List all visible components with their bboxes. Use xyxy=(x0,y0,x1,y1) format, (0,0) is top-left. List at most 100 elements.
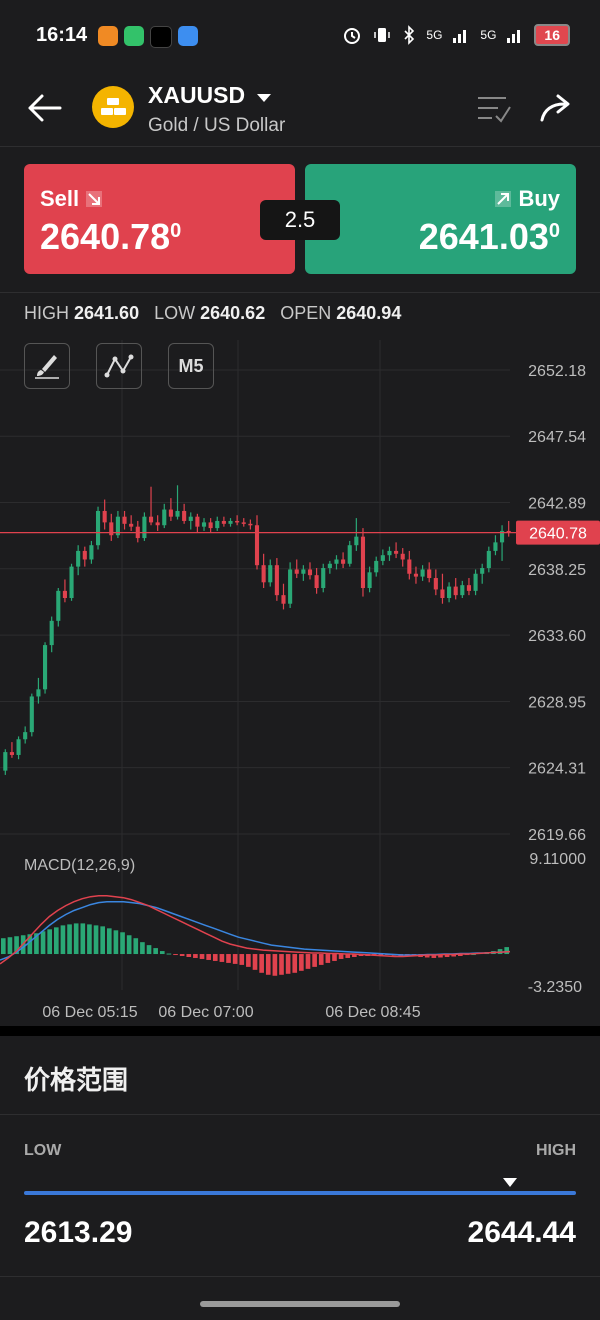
candle-body xyxy=(367,572,372,589)
buy-price-pip: 0 xyxy=(548,220,560,242)
macd-histogram-bar xyxy=(239,954,245,965)
macd-histogram-bar xyxy=(153,948,158,955)
candle-body xyxy=(433,578,438,590)
macd-histogram-bar xyxy=(246,954,251,967)
share-icon[interactable] xyxy=(536,88,576,128)
macd-histogram-bar xyxy=(252,954,258,970)
timeframe-button[interactable]: M5 xyxy=(168,343,214,389)
candle-body xyxy=(29,696,34,733)
candle-body xyxy=(427,569,432,579)
macd-histogram-bar xyxy=(113,930,119,955)
macd-histogram-bar xyxy=(100,926,105,955)
macd-histogram-bar xyxy=(318,954,324,965)
range-high-label: HIGH xyxy=(536,1142,576,1159)
macd-histogram-bar xyxy=(504,947,510,955)
bluetooth-icon xyxy=(404,25,415,45)
macd-histogram-bar xyxy=(166,953,172,955)
candle-body xyxy=(274,565,279,596)
macd-histogram-bar xyxy=(199,954,205,959)
candle-body xyxy=(347,545,352,564)
y-tick-label: 2638.25 xyxy=(528,562,586,579)
candle-body xyxy=(188,516,193,521)
candle-body xyxy=(23,732,28,740)
y-tick-label: 2619.66 xyxy=(528,827,586,844)
candle-body xyxy=(321,568,326,589)
candle-body xyxy=(294,569,299,574)
candle-body xyxy=(261,565,266,583)
candle-body xyxy=(387,550,392,556)
macd-histogram-bar xyxy=(93,925,99,955)
arrow-down-right-icon xyxy=(86,191,103,207)
candle-body xyxy=(148,516,154,523)
candle-body xyxy=(162,509,167,526)
app-icon xyxy=(98,26,118,46)
range-bar xyxy=(24,1191,576,1195)
buy-label: Buy xyxy=(518,186,560,211)
candle-body xyxy=(122,516,127,524)
macd-histogram-bar xyxy=(73,923,79,955)
candle-body xyxy=(334,559,339,564)
macd-histogram-bar xyxy=(159,951,165,955)
candle-body xyxy=(307,569,313,576)
macd-histogram-bar xyxy=(53,927,59,955)
draw-tool-button[interactable] xyxy=(24,343,70,389)
buy-price: 2641.03 xyxy=(418,216,549,257)
sell-price-pip: 0 xyxy=(170,220,182,242)
candle-body xyxy=(486,550,491,569)
battery-indicator: 16 xyxy=(534,24,570,46)
candle-body xyxy=(301,569,306,574)
dropdown-caret-icon[interactable] xyxy=(256,92,272,104)
candle-body xyxy=(460,585,465,596)
range-low-value: 2613.29 xyxy=(24,1216,133,1249)
macd-histogram-bar xyxy=(173,954,178,956)
watchlist-icon[interactable] xyxy=(474,88,514,128)
weather-icon xyxy=(178,26,198,46)
price-stats: HIGH 2641.60 LOW 2640.62 OPEN 2640.94 xyxy=(24,303,411,324)
candle-body xyxy=(360,536,366,589)
candle-body xyxy=(447,586,452,599)
macd-histogram-bar xyxy=(212,954,218,961)
range-marker-icon xyxy=(502,1178,517,1187)
symbol-title[interactable]: XAUUSD xyxy=(148,82,246,108)
macd-histogram-bar xyxy=(40,931,46,955)
x-tick-label: 06 Dec 05:15 xyxy=(42,1004,137,1021)
sell-button[interactable]: Sell 2640.780 xyxy=(24,164,295,274)
price-chart[interactable]: 2652.18 2647.54 2642.89 2638.25 2633.60 2628.… xyxy=(0,340,600,1026)
buy-button[interactable]: Buy 2641.030 xyxy=(305,164,576,274)
candle-body xyxy=(473,573,478,591)
macd-histogram-bar xyxy=(80,923,86,955)
candle-body xyxy=(76,550,81,567)
candle-body xyxy=(493,542,498,551)
candle-body xyxy=(241,522,246,524)
section-separator xyxy=(0,1026,600,1036)
candle-body xyxy=(89,545,94,560)
candle-body xyxy=(314,575,319,589)
arrow-up-right-icon xyxy=(495,191,512,207)
candle-body xyxy=(413,573,419,577)
candle-body xyxy=(155,522,160,526)
candle-body xyxy=(109,522,114,536)
macd-histogram-bar xyxy=(133,938,139,955)
candle-body xyxy=(9,752,14,755)
candle-body xyxy=(281,595,286,604)
divider xyxy=(0,292,600,293)
back-arrow-icon[interactable] xyxy=(22,88,66,128)
macd-histogram-bar xyxy=(67,924,72,955)
candle-body xyxy=(69,566,74,599)
symbol-subtitle: Gold / US Dollar xyxy=(148,115,286,136)
macd-histogram-bar xyxy=(60,925,66,955)
candle-body xyxy=(201,522,207,527)
indicator-tool-button[interactable] xyxy=(96,343,142,389)
candle-body xyxy=(407,559,412,574)
candle-body xyxy=(95,510,101,546)
macd-histogram-bar xyxy=(206,954,211,960)
messages-icon xyxy=(124,26,144,46)
open-value: 2640.94 xyxy=(336,303,402,323)
candle-body xyxy=(327,563,332,569)
notification-icons xyxy=(98,26,198,48)
high-label: HIGH xyxy=(24,303,69,323)
macd-histogram-bar xyxy=(87,924,92,955)
macd-histogram-bar xyxy=(451,954,457,957)
candle-body xyxy=(254,525,260,566)
candle-body xyxy=(400,553,405,560)
